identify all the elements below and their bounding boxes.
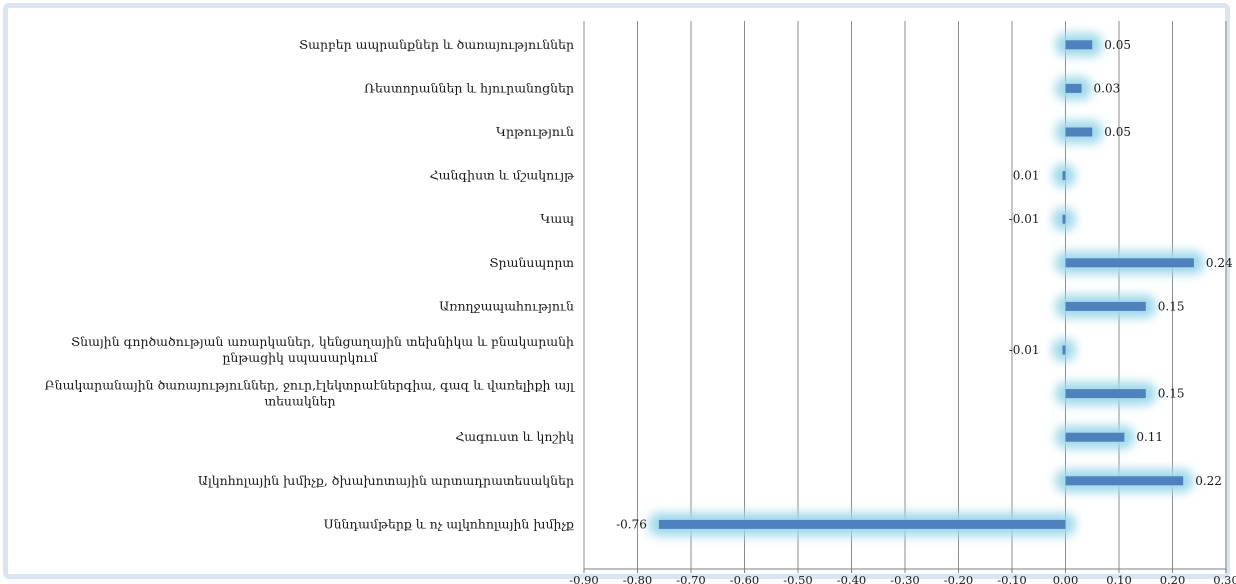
- data-label: 0.05: [1104, 38, 1131, 52]
- data-label: -0.76: [616, 517, 647, 531]
- category-label: Հանգիստ և մշակույթ: [430, 168, 575, 183]
- category-label: Սննդամթերք և ոչ ալկոհոլային խմիչք: [324, 516, 574, 531]
- x-tick-label: -0.60: [730, 573, 760, 584]
- x-tick-label: -0.50: [783, 573, 813, 584]
- category-label: Կրթություն: [496, 124, 574, 139]
- bar: [1065, 40, 1093, 50]
- category-label: Առողջապահություն: [439, 298, 574, 313]
- bar: [1065, 258, 1194, 268]
- data-label: 0.24: [1206, 256, 1233, 270]
- category-label: Տրանսպորտ: [489, 255, 574, 270]
- bar: [1062, 214, 1066, 224]
- data-label: -0.01: [1009, 343, 1040, 357]
- x-tick-label: -0.90: [569, 573, 599, 584]
- bar: [1065, 83, 1082, 93]
- labels: -0.90 -0.80 -0.70 -0.60 -0.50 -0.40 -0.30 -0.20…: [45, 37, 1236, 584]
- category-label-line2: տեսակներ: [264, 394, 335, 409]
- data-label: 0.22: [1195, 474, 1222, 488]
- data-label: 0.01: [1013, 169, 1040, 183]
- category-label: Կապ: [540, 211, 574, 226]
- chart-frame: [3, 3, 1230, 579]
- data-label: 0.11: [1136, 430, 1163, 444]
- bar: [1065, 476, 1184, 486]
- data-label: 0.05: [1104, 125, 1131, 139]
- bar: [658, 519, 1066, 529]
- bar: [1065, 127, 1093, 137]
- bar: [1065, 389, 1146, 399]
- x-tick-label: 0.00: [1053, 573, 1079, 584]
- x-tick-label: -0.70: [676, 573, 706, 584]
- category-label: Ալկոհոլային խմիչք, ծխախոտային արտադրատես…: [198, 473, 574, 488]
- x-tick-label: 0.30: [1213, 573, 1236, 584]
- x-tick-label: -0.20: [944, 573, 974, 584]
- x-tick-label: 0.20: [1160, 573, 1186, 584]
- x-tick-label: 0.10: [1106, 573, 1132, 584]
- bar: [1062, 345, 1066, 355]
- data-label: 0.15: [1158, 387, 1185, 401]
- x-tick-label: -0.10: [997, 573, 1027, 584]
- category-label: Հագուստ և կոշիկ: [455, 429, 574, 444]
- x-tick-label: -0.30: [890, 573, 920, 584]
- x-tick-label: -0.80: [623, 573, 653, 584]
- category-label-line2: ընթացիկ սպասարկում: [222, 350, 378, 365]
- category-label: Բնակարանային ծառայություններ, ջուր,էլեկտ…: [45, 378, 576, 393]
- bar: [1065, 301, 1146, 311]
- x-tick-label: -0.40: [837, 573, 867, 584]
- category-label: Տարբեր ապրանքներ և ծառայություններ: [299, 37, 574, 52]
- bar: [1062, 171, 1066, 181]
- axis: [583, 568, 1227, 573]
- category-label: Տնային գործածության առարկաներ, կենցաղայի…: [71, 334, 574, 349]
- bar-glow: [648, 33, 1204, 536]
- data-label: -0.01: [1009, 212, 1040, 226]
- category-label: Ռեստորաններ և հյուրանոցներ: [364, 80, 574, 95]
- bars: [658, 40, 1194, 529]
- data-label: 0.03: [1094, 81, 1121, 95]
- data-label: 0.15: [1158, 299, 1185, 313]
- bar: [1065, 432, 1125, 442]
